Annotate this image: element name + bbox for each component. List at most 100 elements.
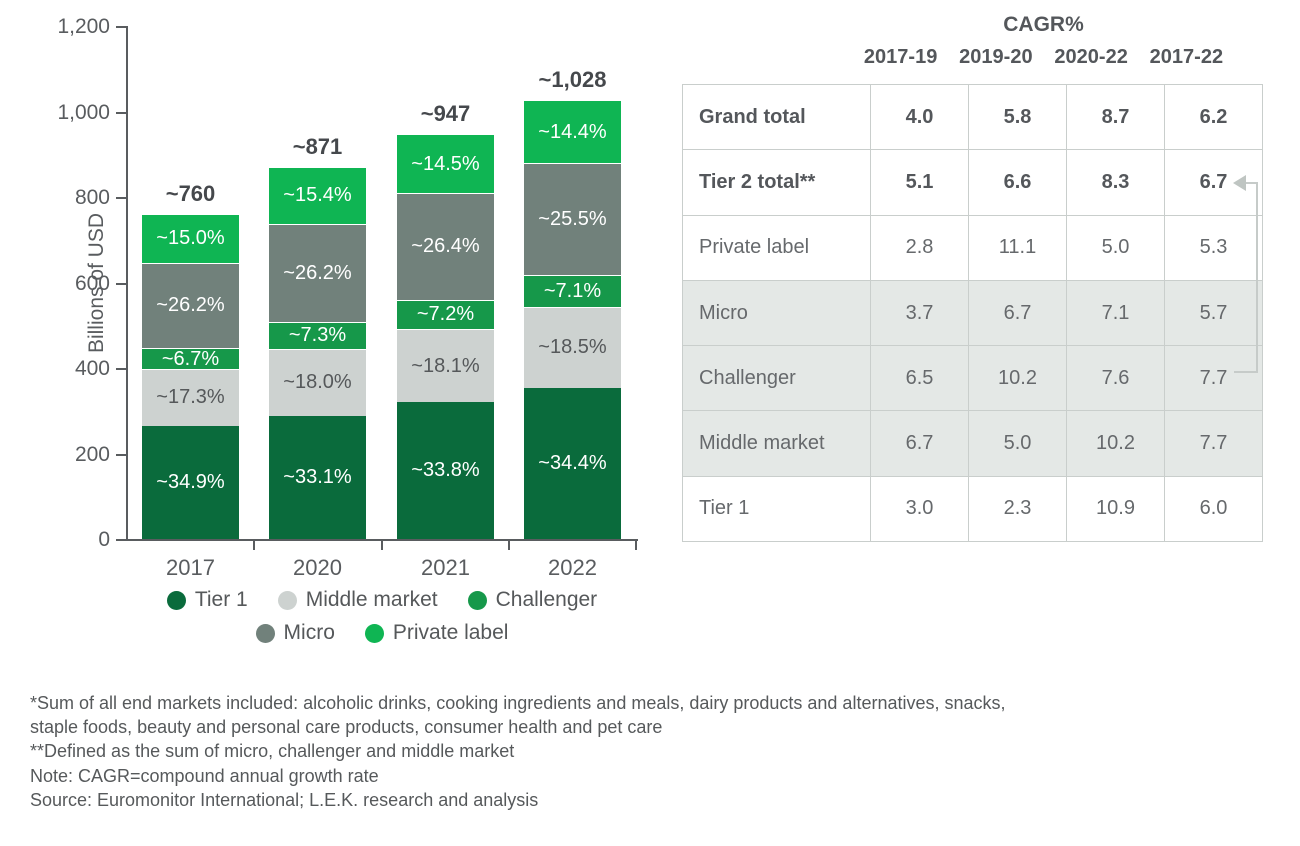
table-cell-value: 10.2: [1066, 410, 1165, 477]
y-axis-title: Billions of USD: [85, 212, 108, 354]
bar-segment-middle-market: ~18.0%: [269, 348, 366, 416]
bar-segment-private-label: ~15.0%: [142, 213, 239, 263]
y-axis-tick-label: 600: [74, 271, 110, 295]
legend-item-tier-1: Tier 1: [166, 588, 248, 612]
legend-item-challenger: Challenger: [467, 588, 598, 612]
x-axis-line: [126, 539, 638, 541]
footnote-line: staple foods, beauty and personal care p…: [30, 717, 663, 738]
table-cell-value: 5.3: [1164, 214, 1263, 281]
y-axis-tick: [116, 368, 127, 370]
bar-segment-micro: ~26.2%: [142, 262, 239, 348]
y-axis-tick: [116, 282, 127, 285]
table-row-label: Private label: [682, 214, 871, 281]
bar-total-label: ~871: [292, 133, 343, 159]
legend-label: Private label: [392, 621, 509, 644]
legend-swatch-icon: [364, 623, 384, 643]
table-column-headers: 2017-19 2019-20 2020-22 2017-22: [853, 46, 1234, 69]
x-axis-tick: [508, 541, 510, 550]
y-axis-tick-label: 1,200: [57, 15, 110, 38]
x-axis-year-label: 2017: [166, 555, 215, 580]
table-cell-value: 2.8: [870, 214, 969, 281]
y-axis-tick: [116, 197, 127, 199]
table-row-label: Micro: [682, 279, 871, 347]
table-cell-value: 6.7: [1164, 149, 1263, 216]
table-cell-value: 10.2: [968, 345, 1067, 412]
table-cell-value: 11.1: [968, 214, 1067, 281]
table-column-header: 2017-22: [1149, 46, 1224, 68]
table-row-tier-1: Tier 1 3.0 2.3 10.9 6.0: [682, 475, 1263, 543]
bar-segment-private-label: ~14.5%: [397, 134, 494, 193]
table-cell-value: 6.5: [870, 345, 969, 412]
legend-item-micro: Micro: [255, 621, 335, 645]
legend-row: Tier 1 Middle market Challenger: [166, 588, 598, 612]
bar-total-label: ~947: [420, 101, 471, 127]
table-cell-value: 3.0: [870, 475, 969, 543]
y-axis-tick: [116, 111, 127, 114]
x-axis-year-label: 2022: [548, 555, 597, 580]
table-cell-value: 6.6: [968, 149, 1067, 216]
table-row-middle-market: Middle market 6.7 5.0 10.2 7.7: [682, 410, 1263, 477]
table-row-label: Tier 1: [682, 475, 871, 543]
footnote-line: *Sum of all end markets included: alcoho…: [30, 693, 1006, 713]
table-cell-value: 6.7: [968, 279, 1067, 347]
bar-segment-tier-1: ~34.4%: [524, 387, 621, 539]
bar-segment-challenger: ~7.2%: [397, 299, 494, 329]
table-column-header: 2017-19: [863, 46, 938, 68]
y-axis-line: [126, 26, 128, 541]
table-row-grand-total: Grand total 4.0 5.8 8.7 6.2: [682, 83, 1263, 151]
table-cell-value: 10.9: [1066, 475, 1165, 543]
x-axis-year-label: 2020: [293, 555, 342, 580]
bracket-arrowhead-icon: [1233, 175, 1246, 191]
y-axis-tick-label: 200: [74, 442, 110, 466]
table-cell-value: 5.1: [870, 149, 969, 216]
y-axis-tick: [116, 26, 127, 28]
legend-label: Challenger: [495, 588, 598, 611]
table-cell-value: 5.8: [968, 83, 1067, 151]
bar-segment-middle-market: ~17.3%: [142, 369, 239, 426]
table-row-label: Challenger: [682, 345, 871, 412]
table-cell-value: 7.7: [1164, 345, 1263, 412]
bar-total-label: ~1,028: [538, 66, 607, 92]
table-cell-value: 2.3: [968, 475, 1067, 543]
bracket-arrow-vertical: [1256, 182, 1258, 373]
table-row-label: Tier 2 total**: [682, 149, 871, 216]
y-axis-tick-label: 1,000: [57, 100, 110, 124]
table-cell-value: 5.0: [1066, 214, 1165, 281]
table-row-label: Grand total: [682, 83, 871, 151]
bar-segment-micro: ~26.2%: [269, 223, 366, 322]
y-axis-tick: [116, 453, 127, 456]
table-cell-value: 6.0: [1164, 475, 1263, 543]
table-column-header: 2020-22: [1054, 46, 1128, 68]
bar-segment-middle-market: ~18.5%: [524, 306, 621, 388]
legend-swatch-icon: [255, 623, 275, 643]
bar-segment-micro: ~26.4%: [397, 192, 494, 300]
table-cell-value: 4.0: [870, 83, 969, 151]
legend-swatch-icon: [467, 590, 487, 610]
footnote-line: Note: CAGR=compound annual growth rate: [30, 765, 379, 786]
legend-item-middle-market: Middle market: [277, 588, 438, 612]
bracket-arrow-top: [1245, 182, 1258, 184]
table-title: CAGR%: [1003, 13, 1084, 36]
bar-segment-challenger: ~7.3%: [269, 321, 366, 349]
y-axis-tick-label: 0: [98, 528, 110, 551]
table-row-tier-2-total: Tier 2 total** 5.1 6.6 8.3 6.7: [682, 149, 1263, 216]
table-cell-value: 5.0: [968, 410, 1067, 477]
table-row-private-label: Private label 2.8 11.1 5.0 5.3: [682, 214, 1263, 281]
footnote-line: Source: Euromonitor International; L.E.K…: [30, 789, 539, 810]
footnote-line: **Defined as the sum of micro, challenge…: [30, 741, 515, 762]
x-axis-year-label: 2021: [421, 555, 470, 580]
table-cell-value: 6.2: [1164, 83, 1263, 151]
legend-label: Tier 1: [194, 588, 248, 611]
x-axis-tick: [253, 541, 255, 550]
table-cell-value: 7.7: [1164, 410, 1263, 477]
cagr-table: Grand total 4.0 5.8 8.7 6.2 Tier 2 total** 5.1…: [682, 83, 1263, 543]
table-cell-value: 3.7: [870, 279, 969, 347]
table-cell-value: 8.7: [1066, 83, 1165, 151]
bar-segment-tier-1: ~33.8%: [397, 402, 494, 539]
legend-row: Micro Private label: [255, 621, 509, 645]
table-row-label: Middle market: [682, 410, 871, 477]
bar-segment-challenger: ~7.1%: [524, 275, 621, 307]
table-row-challenger: Challenger 6.5 10.2 7.6 7.7: [682, 345, 1263, 412]
footnotes: *Sum of all end markets included: alcoho…: [30, 691, 1280, 812]
